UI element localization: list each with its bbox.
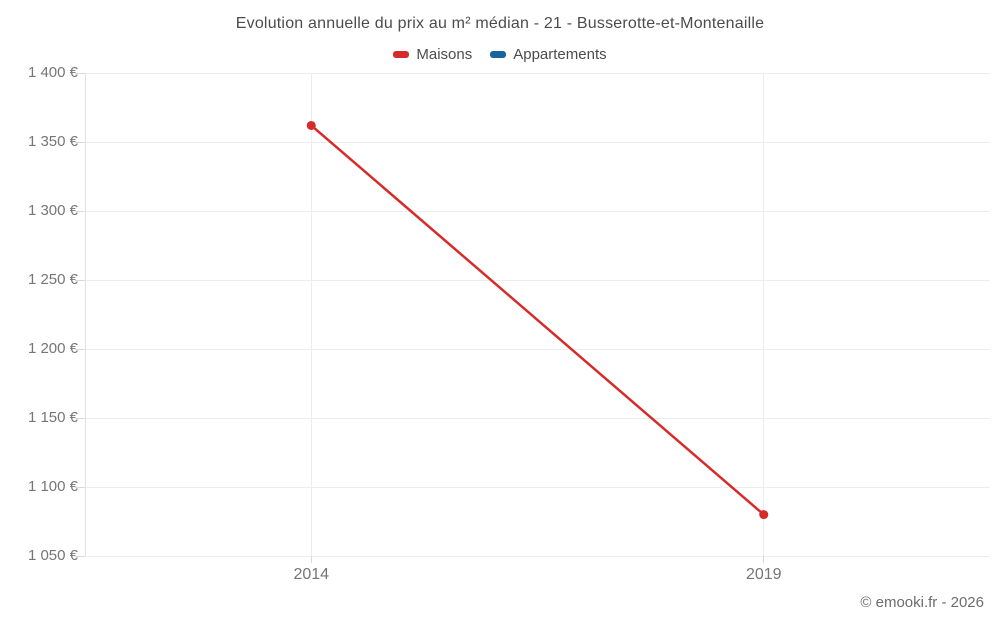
h-gridline bbox=[85, 279, 990, 281]
chart-title: Evolution annuelle du prix au m² médian … bbox=[235, 15, 765, 32]
series-line-maisons bbox=[310, 124, 765, 516]
y-axis-label: 1 400 € bbox=[27, 64, 78, 81]
y-axis-tick bbox=[75, 210, 85, 212]
x-axis-label: 2019 bbox=[745, 566, 782, 583]
legend-item-label: Maisons bbox=[416, 46, 473, 63]
x-axis-label: 2014 bbox=[293, 566, 330, 583]
h-gridline bbox=[85, 210, 990, 212]
legend-item-maisons[interactable]: Maisons bbox=[393, 46, 472, 63]
y-axis-label: 1 150 € bbox=[27, 409, 78, 426]
y-axis-label: 1 300 € bbox=[27, 202, 78, 219]
y-axis-label: 1 050 € bbox=[27, 547, 78, 564]
legend-swatch-icon bbox=[393, 51, 410, 58]
y-axis-label: 1 350 € bbox=[27, 133, 78, 150]
h-gridline bbox=[85, 348, 990, 350]
y-axis-label: 1 200 € bbox=[27, 340, 78, 357]
h-gridline bbox=[85, 486, 990, 488]
y-axis-tick bbox=[75, 348, 85, 350]
y-axis-tick bbox=[75, 486, 85, 488]
y-axis-tick bbox=[75, 555, 85, 557]
x-axis-tick bbox=[310, 556, 312, 563]
legend: Maisons Appartements bbox=[0, 46, 1000, 63]
h-gridline bbox=[85, 417, 990, 419]
y-axis-label: 1 250 € bbox=[27, 271, 78, 288]
legend-item-label: Appartements bbox=[513, 46, 607, 63]
y-axis-line bbox=[85, 73, 86, 556]
y-axis-tick bbox=[75, 141, 85, 143]
y-axis-label: 1 100 € bbox=[27, 478, 78, 495]
v-gridline bbox=[763, 73, 765, 556]
y-axis-tick bbox=[75, 417, 85, 419]
y-axis-tick bbox=[75, 72, 85, 74]
h-gridline bbox=[85, 141, 990, 143]
legend-item-appartements[interactable]: Appartements bbox=[490, 46, 607, 63]
x-axis-tick bbox=[763, 556, 765, 563]
data-point-maisons[interactable] bbox=[306, 120, 316, 130]
v-gridline bbox=[310, 73, 312, 556]
legend-swatch-icon bbox=[490, 51, 507, 58]
h-gridline bbox=[85, 72, 990, 74]
h-gridline bbox=[85, 555, 990, 557]
series-layer bbox=[306, 120, 769, 520]
credits-link[interactable]: © emooki.fr - 2026 bbox=[860, 594, 984, 611]
y-axis-tick bbox=[75, 279, 85, 281]
data-point-maisons[interactable] bbox=[759, 510, 769, 520]
